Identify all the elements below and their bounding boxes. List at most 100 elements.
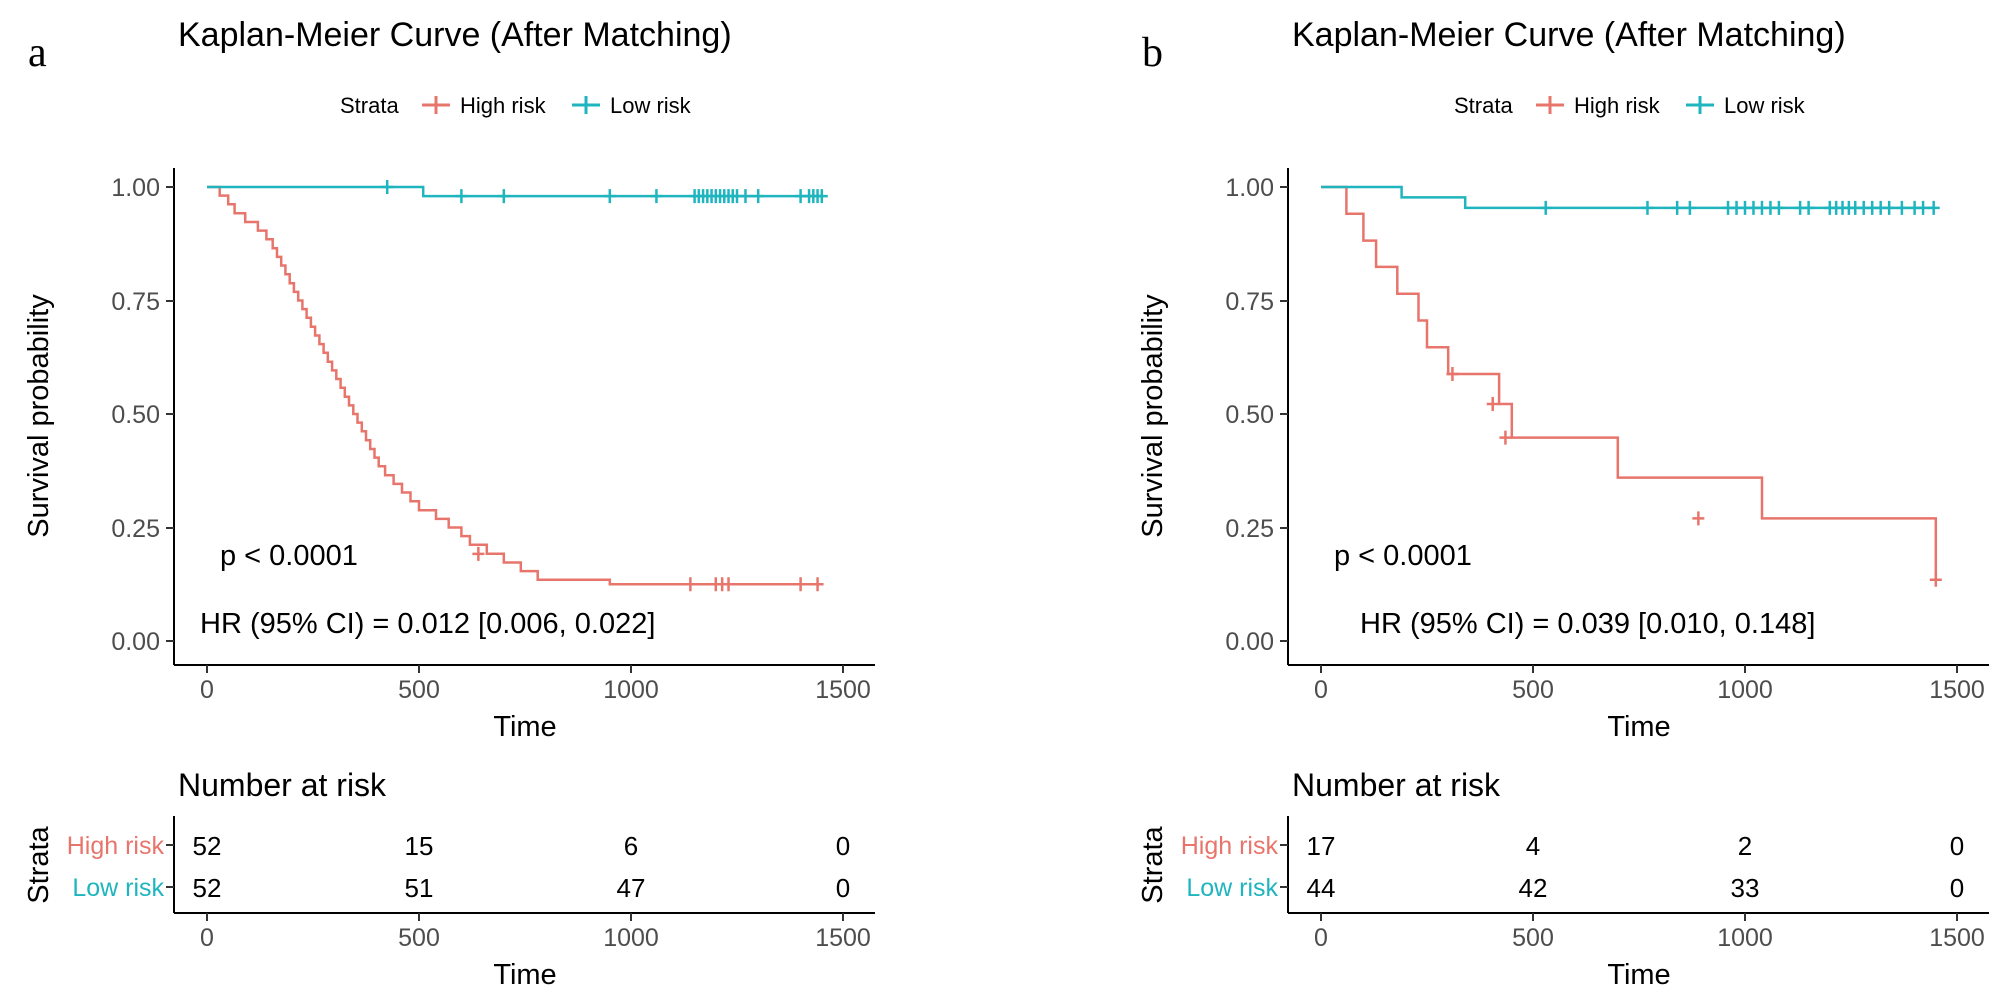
- risk-count: 52: [193, 831, 222, 861]
- censor-mark-high-risk: [794, 577, 807, 592]
- censor-mark-low-risk: [1895, 200, 1908, 215]
- censor-mark-low-risk: [381, 180, 394, 194]
- risk-x-tick-label: 0: [200, 924, 214, 952]
- x-axis-label: Time: [493, 711, 556, 743]
- x-tick-label: 1000: [1717, 676, 1773, 704]
- risk-x-tick-label: 1000: [603, 924, 659, 952]
- x-tick-label: 1000: [603, 676, 659, 704]
- risk-table: Number at risk High risk Low risk Strata…: [23, 767, 875, 991]
- censor-mark-low-risk: [1539, 200, 1552, 215]
- censor-mark-low-risk: [1917, 200, 1930, 215]
- y-tick-label: 0.75: [111, 288, 160, 316]
- x-tick-label: 500: [398, 676, 440, 704]
- x-tick-label: 1500: [1929, 676, 1985, 704]
- censor-mark-high-risk: [1486, 397, 1499, 412]
- x-tick-labels: 0 500 1000 1500: [200, 676, 871, 704]
- risk-x-tick-label: 500: [398, 924, 440, 952]
- panel-a: a Kaplan-Meier Curve (After Matching) St…: [23, 16, 875, 991]
- y-tick-label: 0.25: [111, 515, 160, 543]
- legend-label-low-risk: Low risk: [1724, 93, 1806, 118]
- risk-x-tick-label: 1000: [1717, 924, 1773, 952]
- risk-count: 42: [1519, 873, 1548, 903]
- risk-count: 15: [405, 831, 434, 861]
- censor-mark-low-risk: [739, 189, 752, 204]
- y-tick-label: 0.00: [1225, 628, 1274, 656]
- censor-mark-low-risk: [1927, 200, 1940, 215]
- hr-annotation: HR (95% CI) = 0.012 [0.006, 0.022]: [200, 608, 655, 640]
- censor-mark-low-risk: [455, 189, 468, 204]
- y-axis-label: Survival probability: [23, 294, 55, 538]
- risk-count: 51: [405, 873, 434, 903]
- y-tick-label: 0.75: [1225, 288, 1274, 316]
- survival-curves: [1321, 185, 1942, 587]
- hr-annotation: HR (95% CI) = 0.039 [0.010, 0.148]: [1360, 608, 1815, 640]
- censor-mark-low-risk: [1641, 200, 1654, 215]
- x-tick-label: 500: [1512, 676, 1554, 704]
- y-tick-labels: 1.00 0.75 0.50 0.25 0.00: [111, 174, 160, 656]
- censor-mark-low-risk: [603, 189, 616, 204]
- risk-count: 4: [1526, 831, 1540, 861]
- legend-title: Strata: [1454, 93, 1513, 118]
- risk-x-tick-label: 1500: [1929, 924, 1985, 952]
- risk-row-label-low-risk: Low risk: [1186, 874, 1278, 902]
- y-tick-label: 0.25: [1225, 515, 1274, 543]
- y-tick-label: 1.00: [111, 174, 160, 202]
- risk-table: Number at risk High risk Low risk Strata…: [1137, 767, 1989, 991]
- risk-table-title: Number at risk: [178, 767, 387, 803]
- risk-count: 47: [617, 873, 646, 903]
- risk-row-label-low-risk: Low risk: [72, 874, 164, 902]
- censor-mark-high-risk: [1499, 430, 1512, 445]
- legend-title: Strata: [340, 93, 399, 118]
- risk-count: 44: [1307, 873, 1336, 903]
- censor-mark-low-risk: [1772, 200, 1785, 215]
- y-tick-label: 0.50: [1225, 401, 1274, 429]
- x-tick-marks: [206, 665, 844, 673]
- risk-count: 6: [624, 831, 638, 861]
- x-tick-label: 0: [1314, 676, 1328, 704]
- risk-x-tick-label: 500: [1512, 924, 1554, 952]
- risk-row-label-high-risk: High risk: [67, 832, 165, 860]
- risk-row-high-risk: 52 15 6 0: [193, 831, 851, 861]
- x-tick-labels: 0 500 1000 1500: [1314, 676, 1985, 704]
- risk-x-axis-label: Time: [493, 959, 556, 991]
- risk-row-high-risk: 17 4 2 0: [1307, 831, 1965, 861]
- p-value-annotation: p < 0.0001: [220, 540, 358, 572]
- censor-mark-high-risk: [1692, 511, 1705, 526]
- km-curve-low-risk: [207, 185, 822, 198]
- risk-row-low-risk: 52 51 47 0: [193, 873, 851, 903]
- risk-count: 0: [1950, 831, 1964, 861]
- legend-label-high-risk: High risk: [1574, 93, 1661, 118]
- panel-letter: b: [1142, 30, 1163, 76]
- censor-mark-high-risk: [1446, 367, 1459, 382]
- km-curve-high-risk: [207, 185, 822, 586]
- censor-mark-low-risk: [752, 189, 765, 204]
- panel-b: b Kaplan-Meier Curve (After Matching) St…: [1137, 16, 1989, 991]
- chart-title: Kaplan-Meier Curve (After Matching): [178, 16, 732, 54]
- risk-count: 0: [1950, 873, 1964, 903]
- censor-mark-low-risk: [815, 189, 828, 204]
- censor-mark-low-risk: [1683, 200, 1696, 215]
- risk-row-label-high-risk: High risk: [1181, 832, 1279, 860]
- risk-x-tick-label: 1500: [815, 924, 871, 952]
- risk-count: 52: [193, 873, 222, 903]
- risk-count: 17: [1307, 831, 1336, 861]
- legend-label-low-risk: Low risk: [610, 93, 692, 118]
- risk-y-axis-label: Strata: [23, 825, 55, 903]
- p-value-annotation: p < 0.0001: [1334, 540, 1472, 572]
- y-tick-marks: [1280, 186, 1288, 642]
- censor-mark-low-risk: [497, 189, 510, 204]
- censor-mark-high-risk: [1929, 572, 1942, 587]
- risk-count: 2: [1738, 831, 1752, 861]
- y-tick-label: 0.50: [111, 401, 160, 429]
- censor-mark-low-risk: [650, 189, 663, 204]
- risk-x-tick-label: 0: [1314, 924, 1328, 952]
- survival-curves: [207, 180, 828, 592]
- y-tick-label: 0.00: [111, 628, 160, 656]
- risk-count: 0: [836, 873, 850, 903]
- risk-row-low-risk: 44 42 33 0: [1307, 873, 1965, 903]
- censor-mark-high-risk: [472, 546, 485, 561]
- chart-title: Kaplan-Meier Curve (After Matching): [1292, 16, 1846, 54]
- censor-mark-high-risk: [811, 577, 824, 592]
- censor-mark-low-risk: [1802, 200, 1815, 215]
- y-tick-label: 1.00: [1225, 174, 1274, 202]
